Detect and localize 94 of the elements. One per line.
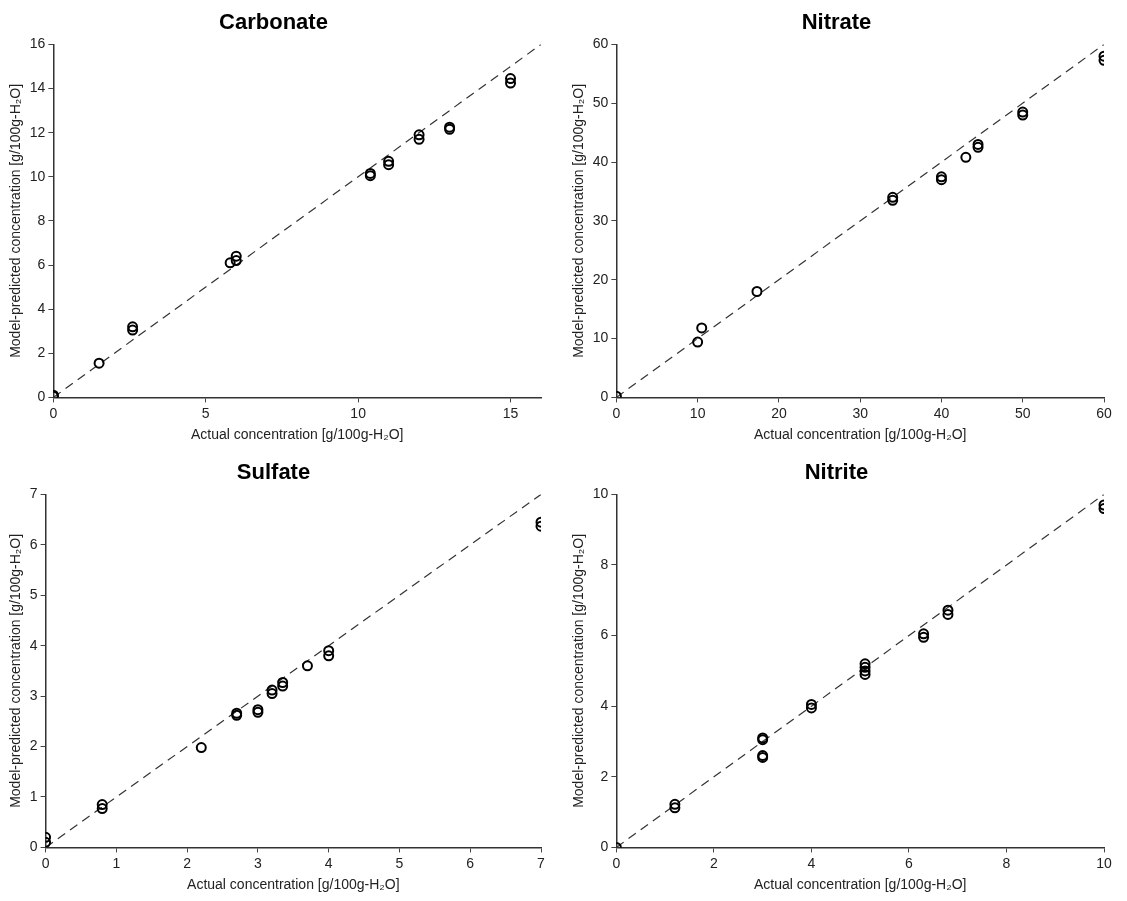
y-tick-label: 2 bbox=[37, 344, 46, 361]
y-tick-label: 4 bbox=[37, 300, 46, 317]
x-tick-label: 2 bbox=[183, 854, 192, 871]
point bbox=[942, 608, 954, 620]
x-tick-label: 10 bbox=[1096, 854, 1112, 871]
chart-title: Nitrite bbox=[804, 459, 869, 485]
y-tick-label: 2 bbox=[600, 767, 609, 784]
y-tick-label: 60 bbox=[592, 35, 609, 52]
x-tick-label: 20 bbox=[771, 404, 787, 421]
point bbox=[230, 250, 242, 262]
y-tick-label: 40 bbox=[592, 152, 609, 169]
x-tick-label: 4 bbox=[324, 854, 333, 871]
chart-title: Nitrate bbox=[801, 9, 872, 35]
x-tick-label: 0 bbox=[612, 404, 621, 421]
y-tick-label: 14 bbox=[29, 79, 46, 96]
y-tick-label: 20 bbox=[592, 270, 609, 287]
x-tick-label: 15 bbox=[502, 404, 519, 421]
y-axis-title: Model-predicted concentration [g/100g-H₂O] bbox=[570, 533, 587, 808]
point bbox=[266, 688, 278, 700]
y-tick-label: 10 bbox=[592, 329, 609, 346]
x-tick-label: 0 bbox=[49, 404, 58, 421]
y-axis-title: Model-predicted concentration [g/100g-H₂O] bbox=[570, 83, 587, 358]
x-tick-label: 10 bbox=[350, 404, 367, 421]
y-tick-label: 12 bbox=[29, 123, 46, 140]
point bbox=[696, 322, 708, 334]
point bbox=[93, 357, 105, 369]
point bbox=[277, 680, 289, 692]
y-tick-label: 4 bbox=[600, 697, 609, 714]
y-tick-label: 4 bbox=[29, 636, 38, 653]
y-tick-label: 6 bbox=[37, 255, 46, 272]
point bbox=[383, 159, 395, 171]
point bbox=[383, 155, 395, 167]
x-axis-title: Actual concentration [g/100g-H₂O] bbox=[187, 876, 400, 893]
point bbox=[692, 336, 704, 348]
y-axis-title: Model-predicted concentration [g/100g-H₂O] bbox=[7, 83, 24, 358]
point bbox=[224, 257, 236, 269]
x-tick-label: 3 bbox=[254, 854, 263, 871]
y-tick-label: 6 bbox=[29, 535, 38, 552]
y-tick-label: 10 bbox=[592, 485, 609, 502]
point bbox=[805, 702, 817, 714]
x-tick-label: 7 bbox=[537, 854, 546, 871]
y-tick-label: 8 bbox=[600, 555, 609, 572]
point bbox=[669, 802, 681, 814]
x-axis-title: Actual concentration [g/100g-H₂O] bbox=[190, 426, 404, 443]
x-tick-label: 2 bbox=[710, 854, 718, 871]
x-tick-label: 5 bbox=[395, 854, 404, 871]
point bbox=[323, 645, 335, 657]
y-tick-label: 0 bbox=[37, 388, 46, 405]
y-tick-label: 8 bbox=[37, 211, 46, 228]
y-tick-label: 0 bbox=[29, 838, 38, 855]
y-tick-label: 10 bbox=[29, 167, 46, 184]
x-tick-label: 5 bbox=[201, 404, 210, 421]
y-tick-label: 16 bbox=[29, 35, 46, 52]
y-tick-label: 7 bbox=[29, 485, 38, 502]
x-axis-title: Actual concentration [g/100g-H₂O] bbox=[753, 876, 967, 893]
y-tick-label: 2 bbox=[29, 737, 38, 754]
x-tick-label: 50 bbox=[1014, 404, 1031, 421]
point bbox=[195, 742, 207, 754]
y-tick-label: 6 bbox=[600, 626, 609, 643]
point bbox=[505, 73, 517, 85]
point bbox=[230, 255, 242, 267]
x-tick-label: 4 bbox=[807, 854, 816, 871]
x-tick-label: 60 bbox=[1096, 404, 1112, 421]
chart-title: Sulfate bbox=[236, 459, 311, 485]
y-tick-label: 3 bbox=[29, 686, 38, 703]
point bbox=[301, 660, 313, 672]
point bbox=[413, 129, 425, 141]
x-tick-label: 10 bbox=[689, 404, 706, 421]
point bbox=[505, 77, 517, 89]
y-tick-label: 50 bbox=[592, 94, 609, 111]
chart-title: Carbonate bbox=[219, 9, 328, 35]
point bbox=[942, 604, 954, 616]
y-tick-label: 1 bbox=[29, 787, 38, 804]
point bbox=[266, 684, 278, 696]
x-tick-label: 30 bbox=[852, 404, 869, 421]
y-axis-title: Model-predicted concentration [g/100g-H₂O] bbox=[7, 533, 24, 808]
x-tick-label: 0 bbox=[612, 854, 621, 871]
x-tick-label: 6 bbox=[905, 854, 914, 871]
x-tick-label: 8 bbox=[1002, 854, 1011, 871]
x-tick-label: 6 bbox=[466, 854, 475, 871]
y-tick-label: 0 bbox=[600, 388, 609, 405]
x-tick-label: 40 bbox=[933, 404, 950, 421]
x-tick-label: 1 bbox=[112, 854, 121, 871]
y-tick-label: 5 bbox=[29, 586, 38, 603]
y-tick-label: 0 bbox=[600, 838, 609, 855]
point bbox=[960, 151, 972, 163]
y-tick-label: 30 bbox=[592, 211, 609, 228]
point bbox=[277, 677, 289, 688]
point bbox=[323, 650, 335, 662]
point bbox=[413, 133, 425, 145]
point bbox=[751, 286, 763, 297]
x-axis-title: Actual concentration [g/100g-H₂O] bbox=[753, 426, 967, 443]
point bbox=[805, 698, 817, 710]
point bbox=[669, 798, 681, 810]
